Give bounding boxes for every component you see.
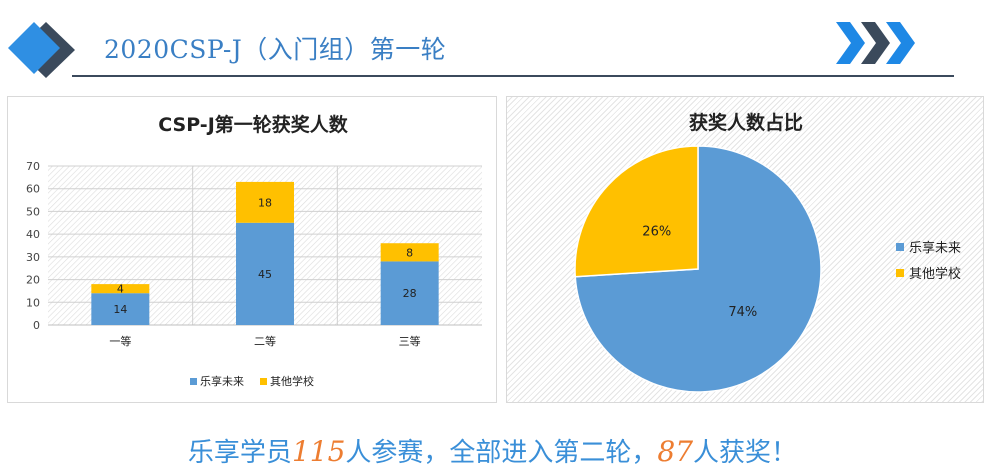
pie-value-label: 74% — [728, 305, 757, 320]
y-tick-label: 30 — [26, 251, 40, 264]
chevron-arrows-icon — [836, 22, 915, 64]
pie-chart-panel: 获奖人数占比 74% 26% 乐享未来其他学校 — [506, 96, 984, 403]
bar-value-label: 14 — [113, 303, 127, 316]
banner-winners-number: 87 — [657, 435, 694, 468]
pie-legend-swatch-series2 — [896, 269, 904, 277]
bar-segment-series1 — [91, 293, 150, 325]
bar-segment-series2 — [91, 284, 150, 294]
page-title: 2020CSP-J（入门组）第一轮 — [104, 35, 447, 64]
chevron-icon-1 — [836, 22, 865, 64]
bar-value-label: 28 — [403, 287, 417, 300]
y-tick-label: 40 — [26, 228, 40, 241]
legend-label-series2: 其他学校 — [270, 374, 314, 388]
summary-banner: 乐享学员115人参赛，全部进入第二轮，87人获奖！ — [0, 432, 985, 469]
bar-segment-series2 — [380, 243, 439, 262]
legend-label-series1: 乐享未来 — [200, 374, 244, 388]
y-tick-label: 70 — [26, 160, 40, 173]
diamond-logo-icon — [8, 22, 75, 78]
bar-value-label: 18 — [258, 196, 272, 209]
legend-swatch-series1 — [190, 378, 197, 385]
banner-participants-number: 115 — [291, 435, 346, 468]
x-category-label: 三等 — [399, 334, 421, 348]
legend-swatch-series2 — [260, 378, 267, 385]
pie-slice-series2 — [574, 145, 699, 278]
y-tick-label: 10 — [26, 296, 40, 309]
pie-chart-title: 获奖人数占比 — [688, 112, 803, 134]
banner-text-3: 人获奖！ — [693, 438, 798, 468]
bar-segment-series1 — [236, 222, 294, 325]
y-tick-label: 20 — [26, 274, 40, 287]
bar-value-label: 8 — [406, 246, 413, 259]
bar-value-label: 4 — [117, 283, 124, 296]
bar-chart-title: CSP-J第一轮获奖人数 — [158, 114, 348, 136]
banner-text-2: 人参赛，全部进入第二轮， — [345, 438, 658, 468]
pie-legend-swatch-series1 — [896, 243, 904, 251]
pie-value-label: 26% — [642, 224, 671, 239]
pie-legend-label-series2: 其他学校 — [909, 266, 961, 282]
header-divider — [72, 75, 954, 77]
y-tick-label: 60 — [26, 183, 40, 196]
bar-value-label: 45 — [258, 268, 272, 281]
x-category-label: 二等 — [254, 334, 276, 348]
y-tick-label: 50 — [26, 205, 40, 218]
bar-chart-panel: CSP-J第一轮获奖人数 0 10 20 30 40 50 60 70 14 4 一等 45 18 二等 2… — [7, 96, 497, 403]
chevron-icon-3 — [886, 22, 915, 64]
diamond-light-shape — [8, 22, 60, 74]
banner-text-1: 乐享学员 — [187, 438, 292, 468]
pie-legend-label-series1: 乐享未来 — [909, 240, 961, 256]
x-category-label: 一等 — [109, 334, 131, 348]
bar-segment-series1 — [380, 261, 439, 325]
y-tick-label: 0 — [33, 319, 40, 332]
bar-segment-series2 — [236, 181, 294, 223]
chevron-icon-2 — [861, 22, 890, 64]
